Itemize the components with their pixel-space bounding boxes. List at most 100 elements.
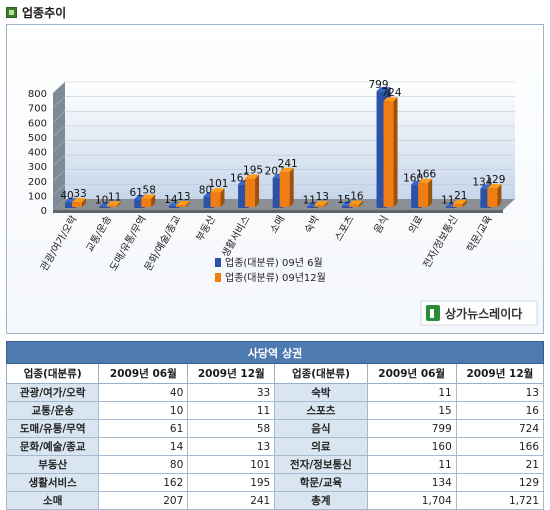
bar-side <box>185 201 190 207</box>
table-row: 교통/운송 10 11 스포츠 15 16 <box>5 401 545 420</box>
bar-dec <box>210 192 221 207</box>
data-label: 10 <box>95 195 108 207</box>
y-tick-label: 100 <box>28 191 47 202</box>
data-label: 160 <box>403 173 423 185</box>
value-cell: 101 <box>187 455 276 474</box>
data-label: 799 <box>369 79 389 91</box>
grid-line <box>52 81 66 94</box>
y-tick-label: 300 <box>28 162 47 173</box>
x-tick-label: 전자/정보통신 <box>421 214 461 271</box>
bar-jun <box>307 206 318 208</box>
value-cell: 10 <box>98 401 189 420</box>
watermark-box <box>420 300 538 326</box>
header-dec: 2009년 12월 <box>187 363 276 384</box>
table-row: 문화/예술/종교 14 13 의료 160 166 <box>5 437 545 456</box>
data-label: 13 <box>177 191 190 203</box>
category-cell: 전자/정보통신 <box>274 455 368 474</box>
header-category: 업종(대분류) <box>274 363 368 384</box>
data-label: 101 <box>208 178 228 190</box>
bar-dec <box>279 171 290 207</box>
data-label: 166 <box>416 169 436 181</box>
bar-top <box>314 201 329 206</box>
y-tick-label: 700 <box>28 104 47 115</box>
chart-floor-edge <box>53 210 503 213</box>
category-cell: 문화/예술/종교 <box>5 437 100 456</box>
value-cell: 33 <box>187 383 276 402</box>
value-cell: 195 <box>187 473 276 492</box>
grid-line <box>52 184 66 196</box>
header-dec: 2009년 12월 <box>455 363 545 384</box>
bar-jun <box>134 199 145 208</box>
bar-dec <box>72 202 82 207</box>
category-cell: 관광/여가/오락 <box>5 383 100 402</box>
table-row: 부동산 80 101 전자/정보통신 11 21 <box>5 455 545 474</box>
bar-jun <box>99 206 110 208</box>
category-cell: 학문/교육 <box>274 473 368 492</box>
x-tick-label: 숙박 <box>302 214 322 236</box>
data-label: 33 <box>73 188 86 200</box>
bar-side <box>462 199 467 207</box>
bar-side <box>82 198 86 207</box>
value-cell: 134 <box>366 473 457 492</box>
bar-jun <box>480 188 491 208</box>
page-title: 업종추이 <box>22 6 67 20</box>
bar-top <box>210 188 225 193</box>
bar-top <box>72 198 86 203</box>
y-tick-label: 200 <box>28 177 47 188</box>
data-label: 16 <box>350 191 364 203</box>
bar-jun <box>341 205 352 208</box>
grid-line <box>52 140 66 152</box>
bar-jun <box>411 184 422 208</box>
category-cell: 의료 <box>274 437 368 456</box>
legend-label: 업종(대분류) 09년12월 <box>225 271 326 284</box>
bar-top <box>175 201 190 206</box>
header-jun: 2009년 06월 <box>366 363 457 384</box>
value-cell: 11 <box>366 455 457 474</box>
header-category: 업종(대분류) <box>5 363 100 384</box>
bar-dec <box>348 204 359 207</box>
bar-jun <box>65 202 75 208</box>
bar-top <box>376 87 391 92</box>
grid-line <box>52 154 66 167</box>
data-label: 40 <box>60 190 73 202</box>
y-tick-label: 400 <box>28 148 47 159</box>
table-row: 도매/유통/무역 61 58 음식 799 724 <box>5 419 545 438</box>
bar-jun <box>272 177 283 208</box>
section-header: 업종추이 <box>6 3 544 23</box>
data-label: 61 <box>130 187 143 199</box>
bar-dec <box>141 198 152 207</box>
x-tick-label: 생활서비스 <box>218 213 252 259</box>
value-cell: 129 <box>455 473 545 492</box>
category-cell: 총계 <box>274 491 368 510</box>
x-tick-label: 스포츠 <box>332 214 356 244</box>
data-label: 80 <box>199 184 212 196</box>
bar-side <box>324 201 329 207</box>
category-cell: 소매 <box>5 491 100 510</box>
bar-top <box>418 178 433 183</box>
category-cell: 교통/운송 <box>5 401 100 420</box>
x-tick-label: 학문/교육 <box>465 214 495 255</box>
grid-line <box>52 111 66 123</box>
value-cell: 241 <box>187 491 276 510</box>
value-cell: 13 <box>455 383 545 402</box>
bar-top <box>106 201 121 206</box>
category-cell: 도매/유통/무역 <box>5 419 100 438</box>
data-label: 15 <box>337 194 350 206</box>
data-label: 134 <box>472 176 492 188</box>
bar-side <box>220 188 225 207</box>
value-cell: 724 <box>455 419 545 438</box>
value-cell: 162 <box>98 473 189 492</box>
value-cell: 166 <box>455 437 545 456</box>
data-label: 241 <box>278 158 298 170</box>
legend-label: 업종(대분류) 09년 6월 <box>225 256 323 269</box>
bar-jun <box>238 184 249 208</box>
value-cell: 15 <box>366 401 457 420</box>
data-label: 724 <box>382 87 402 99</box>
data-label: 11 <box>441 194 454 206</box>
value-cell: 11 <box>366 383 457 402</box>
y-tick-label: 0 <box>41 206 47 217</box>
x-tick-label: 도매/유통/무역 <box>107 214 148 274</box>
data-label: 21 <box>454 190 467 202</box>
bar-dec <box>418 182 429 207</box>
value-cell: 16 <box>455 401 545 420</box>
